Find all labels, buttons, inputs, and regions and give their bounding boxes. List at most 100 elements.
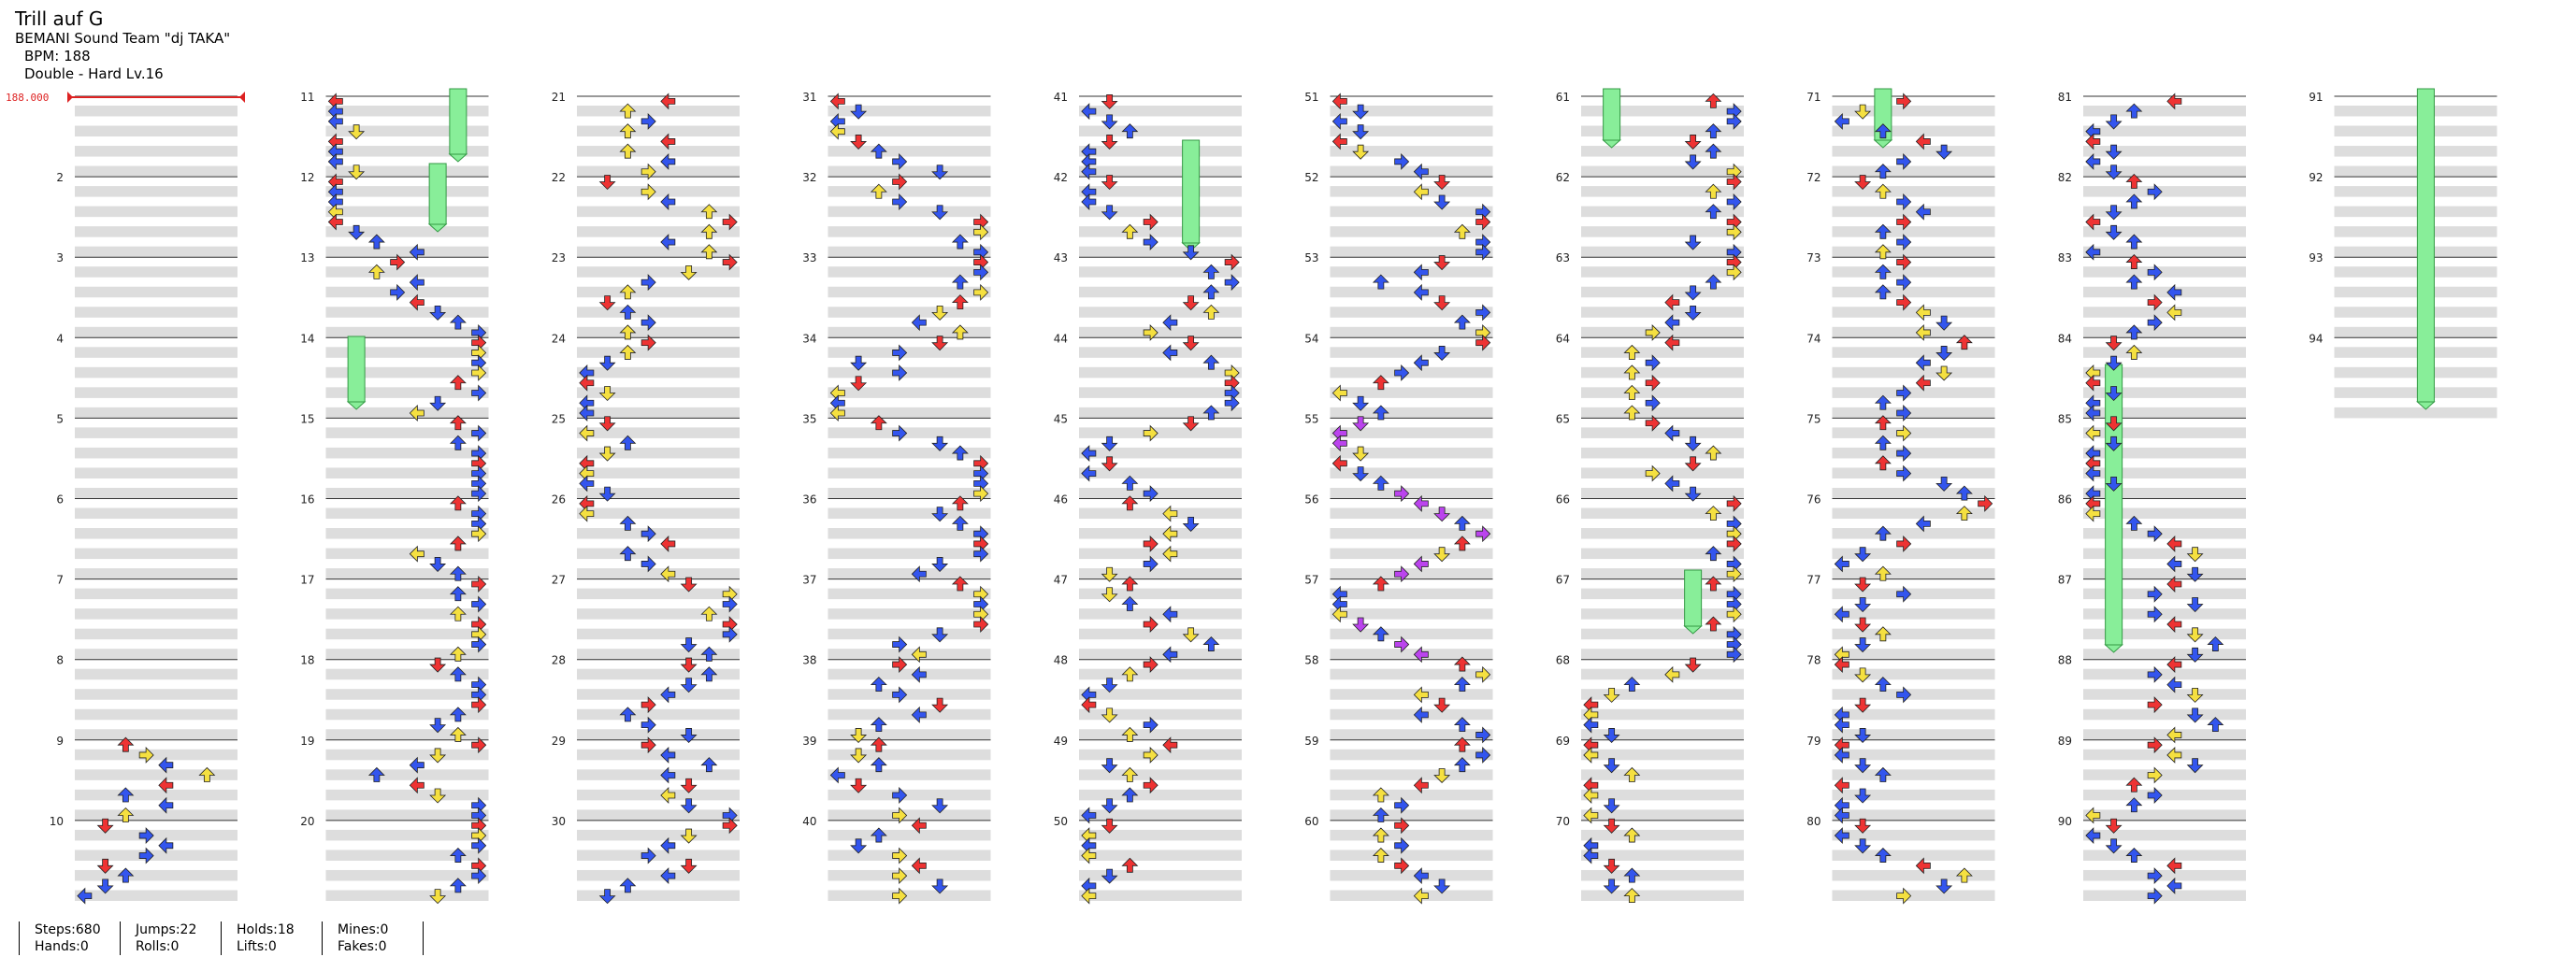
beat-band	[325, 347, 489, 358]
beat-band	[325, 447, 489, 459]
beat-band	[1832, 548, 1995, 560]
beat-band	[827, 568, 991, 579]
beat-band	[577, 869, 740, 881]
beat-band	[2334, 206, 2497, 218]
hold-bar	[347, 336, 366, 403]
beat-band	[325, 890, 489, 901]
beat-band	[1079, 890, 1242, 901]
beat-band	[2083, 890, 2246, 901]
beat-band	[1079, 649, 1242, 660]
beat-band	[2083, 467, 2246, 478]
beat-band	[75, 125, 237, 137]
beat-band	[1330, 528, 1493, 539]
beat-band	[1079, 286, 1242, 298]
beat-band	[325, 387, 489, 398]
beat-band	[1581, 890, 1744, 901]
beat-band	[827, 608, 991, 620]
stat-col-mines: Mines:0 Fakes:0	[322, 921, 388, 955]
beat-band	[1581, 407, 1744, 419]
beat-band	[827, 407, 991, 419]
beat-band	[577, 467, 740, 478]
beat-band	[1832, 809, 1995, 821]
beat-band	[1832, 146, 1995, 157]
measure-number: 48	[1054, 654, 1068, 667]
stat-steps: Steps:680	[35, 922, 101, 937]
beat-band	[75, 608, 237, 620]
measure-number: 24	[552, 332, 566, 345]
beat-band	[75, 286, 237, 298]
beat-band	[577, 165, 740, 178]
beat-band	[2083, 789, 2246, 801]
beat-band	[1330, 407, 1493, 419]
beat-band	[75, 246, 237, 258]
beat-band	[577, 307, 740, 318]
beat-band	[1832, 467, 1995, 478]
beat-band	[75, 708, 237, 721]
beat-band	[75, 106, 237, 117]
beat-band	[75, 366, 237, 379]
beat-band	[1832, 749, 1995, 761]
measure-number: 25	[552, 412, 566, 425]
beat-band	[75, 869, 237, 881]
measure-number: 20	[300, 815, 314, 828]
beat-band	[2083, 689, 2246, 700]
beat-band	[577, 588, 740, 600]
beat-band	[325, 769, 489, 780]
beat-band	[1581, 548, 1744, 560]
beat-band	[75, 749, 237, 761]
beat-band	[1330, 186, 1493, 197]
beat-band	[1581, 829, 1744, 841]
beat-band	[1079, 447, 1242, 459]
beat-band	[577, 829, 740, 841]
beat-band	[325, 266, 489, 278]
measure-number: 3	[56, 251, 64, 264]
beat-band	[325, 850, 489, 861]
beat-band	[1832, 186, 1995, 197]
hold-bar	[1684, 569, 1703, 627]
beat-band	[75, 528, 237, 539]
measure-number: 67	[1556, 574, 1570, 587]
beat-band	[827, 487, 991, 499]
measure-number: 60	[1304, 815, 1318, 828]
beat-band	[325, 548, 489, 560]
beat-band	[577, 528, 740, 539]
measure-number: 21	[552, 91, 566, 104]
beat-band	[2083, 507, 2246, 520]
beat-band	[1079, 708, 1242, 721]
beat-band	[1330, 668, 1493, 680]
beat-band	[827, 427, 991, 438]
beat-band	[1832, 649, 1995, 660]
beat-band	[2334, 286, 2497, 298]
beat-band	[827, 809, 991, 821]
stat-mines: Mines:0	[338, 922, 389, 937]
beat-band	[1330, 206, 1493, 218]
beat-band	[325, 326, 489, 338]
beat-band	[827, 850, 991, 861]
beat-band	[827, 729, 991, 740]
measure-number: 71	[1806, 91, 1820, 104]
beat-band	[827, 789, 991, 801]
beat-band	[1581, 286, 1744, 298]
measure-number: 43	[1054, 251, 1068, 264]
measure-number: 12	[300, 171, 314, 184]
beat-band	[827, 708, 991, 721]
beat-band	[2334, 125, 2497, 137]
beat-band	[1330, 347, 1493, 358]
beat-band	[577, 106, 740, 117]
beat-band	[75, 387, 237, 398]
beat-band	[1581, 869, 1744, 881]
measure-number: 35	[802, 412, 816, 425]
beat-band	[827, 869, 991, 881]
beat-band	[1079, 467, 1242, 478]
beat-band	[577, 769, 740, 780]
beat-band	[1079, 850, 1242, 861]
beat-band	[75, 789, 237, 801]
beat-band	[1330, 106, 1493, 117]
beat-band	[75, 668, 237, 680]
measure-number: 62	[1556, 171, 1570, 184]
beat-band	[1581, 165, 1744, 178]
measure-number: 46	[1054, 493, 1068, 507]
measure-number: 82	[2058, 171, 2072, 184]
measure-number: 73	[1806, 251, 1820, 264]
measure-number: 74	[1806, 332, 1820, 345]
